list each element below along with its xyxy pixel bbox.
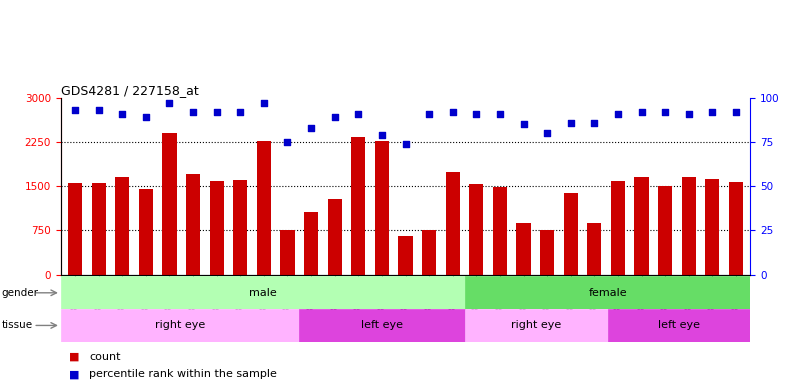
Bar [540, 230, 554, 275]
Point [423, 111, 436, 117]
Point [446, 109, 459, 115]
Bar [139, 189, 153, 275]
Bar [234, 180, 247, 275]
Bar [729, 182, 743, 275]
Bar [68, 183, 82, 275]
Bar [351, 137, 366, 275]
Point [328, 114, 341, 121]
Text: percentile rank within the sample: percentile rank within the sample [89, 369, 277, 379]
Text: female: female [588, 288, 627, 298]
Point [635, 109, 648, 115]
Bar [375, 141, 389, 275]
Text: count: count [89, 352, 121, 362]
Text: tissue: tissue [2, 320, 32, 331]
Point [470, 111, 483, 117]
Bar [493, 187, 507, 275]
Text: gender: gender [2, 288, 39, 298]
Bar [682, 177, 696, 275]
Point [68, 107, 81, 113]
Bar [162, 133, 177, 275]
Bar [445, 172, 460, 275]
Bar [92, 183, 105, 275]
Text: right eye: right eye [511, 320, 561, 331]
Bar [281, 230, 294, 275]
Point [116, 111, 129, 117]
Bar [634, 177, 649, 275]
Text: male: male [249, 288, 277, 298]
Point [163, 100, 176, 106]
Bar [517, 223, 530, 275]
Point [281, 139, 294, 145]
Point [210, 109, 223, 115]
Text: ■: ■ [69, 352, 79, 362]
Bar [304, 212, 318, 275]
Bar [257, 141, 271, 275]
Point [730, 109, 743, 115]
Point [706, 109, 719, 115]
Point [564, 119, 577, 126]
Point [682, 111, 695, 117]
Bar [328, 199, 341, 275]
Bar [658, 185, 672, 275]
Bar [465, 276, 750, 309]
Point [305, 125, 318, 131]
Bar [61, 276, 465, 309]
Bar [706, 179, 719, 275]
Point [493, 111, 506, 117]
Point [352, 111, 365, 117]
Point [399, 141, 412, 147]
Bar [209, 181, 224, 275]
Text: left eye: left eye [361, 320, 403, 331]
Point [375, 132, 388, 138]
Bar [115, 177, 129, 275]
Bar [422, 230, 436, 275]
Bar [298, 309, 465, 342]
Point [659, 109, 672, 115]
Text: left eye: left eye [658, 320, 700, 331]
Text: ■: ■ [69, 369, 79, 379]
Bar [587, 223, 602, 275]
Bar [465, 309, 607, 342]
Point [611, 111, 624, 117]
Bar [607, 309, 750, 342]
Point [517, 121, 530, 127]
Point [541, 130, 554, 136]
Bar [611, 181, 625, 275]
Text: right eye: right eye [155, 320, 205, 331]
Point [588, 119, 601, 126]
Bar [61, 309, 298, 342]
Bar [470, 184, 483, 275]
Bar [398, 236, 413, 275]
Point [92, 107, 105, 113]
Point [139, 114, 152, 121]
Bar [564, 193, 577, 275]
Point [234, 109, 247, 115]
Bar [186, 174, 200, 275]
Point [187, 109, 200, 115]
Text: GDS4281 / 227158_at: GDS4281 / 227158_at [61, 84, 199, 97]
Point [257, 100, 270, 106]
